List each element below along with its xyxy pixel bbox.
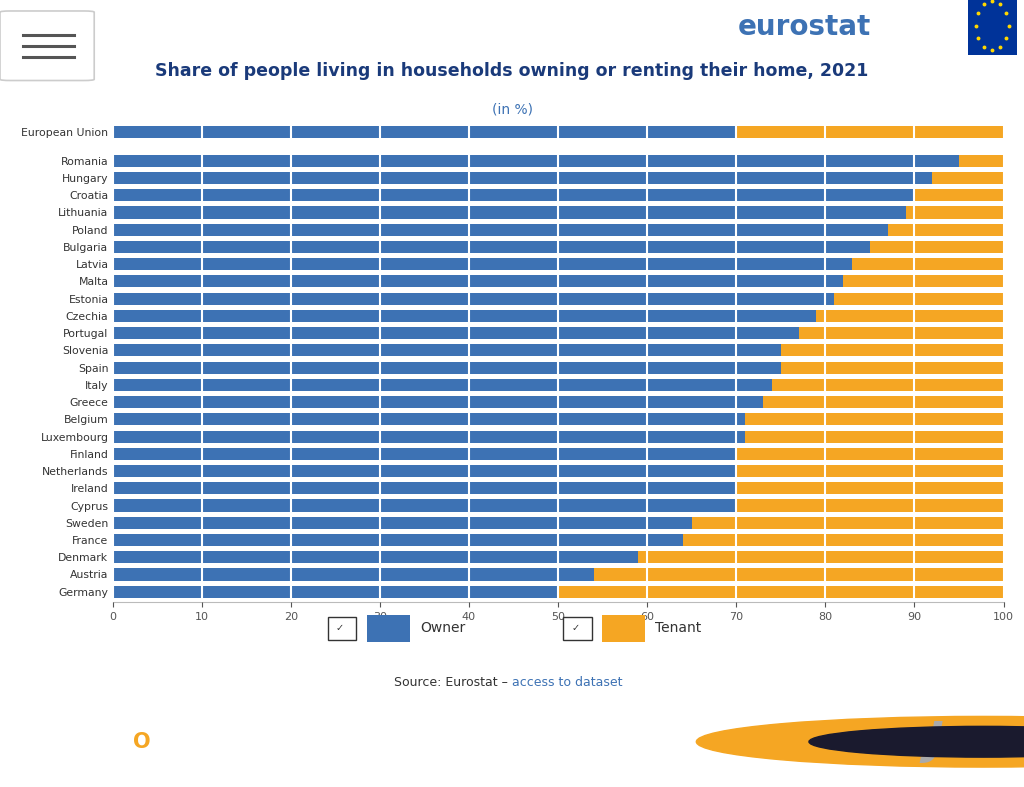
Bar — [843, 275, 1004, 287]
Bar — [736, 126, 1004, 139]
Bar — [113, 586, 558, 598]
Bar — [328, 617, 356, 640]
Bar — [113, 482, 736, 494]
Text: (in %): (in %) — [492, 103, 532, 116]
Bar — [113, 517, 692, 529]
Bar — [816, 310, 1004, 322]
Bar — [113, 327, 799, 339]
Text: Josef: Josef — [51, 732, 117, 752]
Bar — [958, 155, 1004, 167]
Text: eurostat: eurostat — [737, 13, 870, 41]
Bar — [736, 500, 1004, 512]
Bar — [745, 430, 1004, 442]
Bar — [799, 327, 1004, 339]
Bar — [780, 345, 1004, 357]
Bar — [772, 379, 1004, 391]
Bar — [113, 430, 745, 442]
Bar — [869, 241, 1004, 253]
Bar — [736, 465, 1004, 477]
Bar — [113, 534, 683, 546]
Bar — [888, 224, 1004, 236]
Bar — [113, 310, 816, 322]
Bar — [852, 258, 1004, 270]
Bar — [602, 615, 645, 641]
Text: J: J — [927, 720, 943, 763]
Bar — [113, 206, 905, 219]
Bar — [780, 361, 1004, 374]
Text: ✓: ✓ — [571, 623, 580, 634]
Bar — [932, 172, 1004, 184]
Bar — [113, 241, 869, 253]
Bar — [113, 224, 888, 236]
Bar — [113, 413, 745, 425]
Text: Tenant: Tenant — [655, 622, 701, 635]
Bar — [763, 396, 1004, 408]
Bar — [736, 448, 1004, 460]
Bar — [113, 258, 852, 270]
Circle shape — [696, 716, 1024, 767]
Bar — [113, 189, 914, 201]
Bar — [113, 551, 638, 563]
Bar — [113, 361, 780, 374]
Text: Source: Eurostat –: Source: Eurostat – — [394, 676, 512, 689]
Bar — [113, 345, 780, 357]
Bar — [594, 568, 1004, 581]
Bar — [683, 534, 1004, 546]
Bar — [113, 379, 772, 391]
Bar — [113, 500, 736, 512]
Bar — [367, 615, 410, 641]
FancyBboxPatch shape — [0, 11, 94, 80]
Bar — [113, 126, 736, 139]
Bar — [113, 172, 932, 184]
Bar — [745, 413, 1004, 425]
Bar — [113, 293, 835, 305]
Circle shape — [809, 726, 1024, 757]
Bar — [113, 155, 958, 167]
Text: ⊕  josefobergantschnig.at: ⊕ josefobergantschnig.at — [492, 735, 672, 748]
Bar — [563, 617, 592, 640]
Bar — [113, 448, 736, 460]
Text: O: O — [133, 732, 151, 752]
Bar — [113, 275, 843, 287]
Text: access to dataset: access to dataset — [512, 676, 623, 689]
Bar — [638, 551, 1004, 563]
Text: bergantschnig: bergantschnig — [148, 732, 318, 752]
Bar — [968, 0, 1017, 55]
Text: Owner: Owner — [420, 622, 465, 635]
Text: Share of people living in households owning or renting their home, 2021: Share of people living in households own… — [156, 61, 868, 79]
Bar — [113, 465, 736, 477]
Bar — [736, 482, 1004, 494]
Bar — [905, 206, 1004, 219]
Text: ✓: ✓ — [336, 623, 344, 634]
Bar — [113, 396, 763, 408]
Bar — [914, 189, 1004, 201]
Bar — [835, 293, 1004, 305]
Bar — [558, 586, 1004, 598]
Bar — [692, 517, 1004, 529]
Bar — [113, 568, 594, 581]
